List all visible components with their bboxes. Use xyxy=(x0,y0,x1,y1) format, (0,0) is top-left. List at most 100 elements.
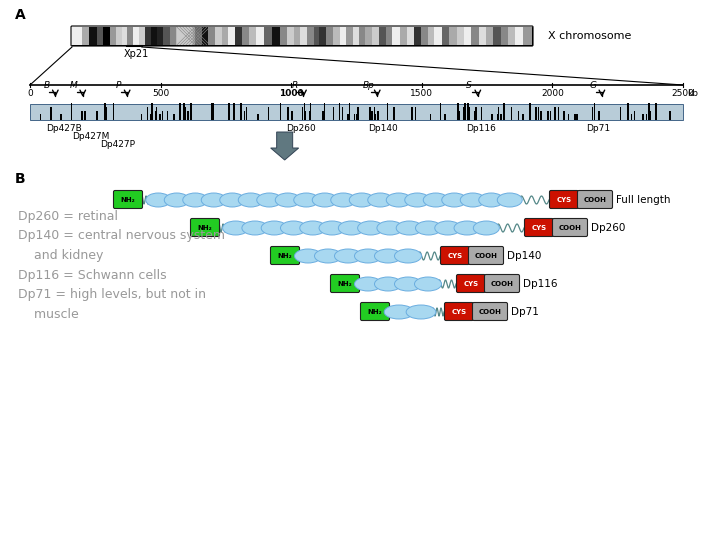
Text: NH₂: NH₂ xyxy=(338,281,352,287)
Bar xyxy=(310,103,311,120)
Text: Dp260: Dp260 xyxy=(591,223,626,233)
Bar xyxy=(182,27,189,45)
Bar xyxy=(420,27,428,45)
Ellipse shape xyxy=(435,221,461,235)
Text: NH₂: NH₂ xyxy=(121,197,135,203)
Text: NH₂: NH₂ xyxy=(278,253,292,259)
Bar xyxy=(122,27,127,45)
Bar xyxy=(558,107,559,120)
Bar xyxy=(50,107,52,120)
Bar xyxy=(500,27,508,45)
Text: Dp427M: Dp427M xyxy=(73,132,110,141)
Bar xyxy=(371,111,372,120)
Bar xyxy=(246,107,247,120)
Text: COOH: COOH xyxy=(479,309,501,315)
Bar xyxy=(280,103,282,120)
Bar xyxy=(356,114,358,120)
Bar xyxy=(346,27,353,45)
Text: COOH: COOH xyxy=(490,281,513,287)
Bar xyxy=(486,27,493,45)
Bar xyxy=(359,27,366,45)
Bar xyxy=(386,27,392,45)
Bar xyxy=(430,114,431,120)
FancyBboxPatch shape xyxy=(472,302,508,321)
Bar xyxy=(503,103,505,120)
Bar xyxy=(428,27,434,45)
Bar xyxy=(567,114,570,120)
Text: S: S xyxy=(466,81,472,90)
Ellipse shape xyxy=(406,305,436,319)
Bar xyxy=(400,27,407,45)
Bar xyxy=(649,111,651,120)
Text: B: B xyxy=(15,172,26,186)
Ellipse shape xyxy=(183,193,208,207)
Bar xyxy=(151,103,153,120)
Bar xyxy=(498,114,499,120)
Text: Dp71: Dp71 xyxy=(586,124,611,133)
FancyBboxPatch shape xyxy=(330,274,359,293)
Ellipse shape xyxy=(145,193,171,207)
Ellipse shape xyxy=(349,193,374,207)
Bar xyxy=(620,111,621,120)
Bar xyxy=(547,111,549,120)
Ellipse shape xyxy=(261,221,287,235)
Ellipse shape xyxy=(330,193,356,207)
FancyBboxPatch shape xyxy=(191,219,220,237)
Bar xyxy=(272,27,280,45)
Bar xyxy=(159,114,161,120)
Bar xyxy=(71,103,72,120)
Bar xyxy=(240,103,242,120)
Bar xyxy=(228,103,230,120)
Bar xyxy=(243,111,245,120)
Bar xyxy=(187,111,189,120)
Bar xyxy=(379,27,386,45)
Bar xyxy=(96,111,98,120)
Bar xyxy=(547,114,549,120)
Text: CYS: CYS xyxy=(464,281,479,287)
Ellipse shape xyxy=(319,221,345,235)
Text: Dp71: Dp71 xyxy=(511,307,539,317)
Ellipse shape xyxy=(354,277,382,291)
Bar xyxy=(576,114,577,120)
Bar xyxy=(183,103,184,120)
Ellipse shape xyxy=(460,193,485,207)
Bar xyxy=(212,103,213,120)
Ellipse shape xyxy=(281,221,307,235)
Bar xyxy=(372,27,379,45)
Bar xyxy=(349,103,351,120)
Text: Dp140: Dp140 xyxy=(507,251,541,261)
Ellipse shape xyxy=(479,193,504,207)
Ellipse shape xyxy=(423,193,449,207)
Bar xyxy=(459,111,460,120)
Bar xyxy=(323,103,325,120)
Ellipse shape xyxy=(294,193,319,207)
Ellipse shape xyxy=(257,193,282,207)
Ellipse shape xyxy=(164,193,189,207)
Bar xyxy=(323,111,324,120)
Bar xyxy=(374,114,376,120)
Bar xyxy=(313,27,320,45)
Text: R: R xyxy=(292,81,297,90)
Bar xyxy=(347,114,349,120)
Ellipse shape xyxy=(405,193,430,207)
Ellipse shape xyxy=(395,277,421,291)
FancyBboxPatch shape xyxy=(271,246,300,265)
FancyBboxPatch shape xyxy=(549,191,578,208)
Bar xyxy=(529,103,531,120)
Bar xyxy=(467,103,469,120)
Bar xyxy=(195,27,202,45)
FancyBboxPatch shape xyxy=(577,191,613,208)
Bar xyxy=(655,103,657,120)
Bar xyxy=(147,107,148,120)
Text: NH₂: NH₂ xyxy=(368,309,382,315)
Bar xyxy=(177,27,194,45)
Text: 1500: 1500 xyxy=(410,89,433,98)
Bar xyxy=(309,111,311,120)
Ellipse shape xyxy=(473,221,500,235)
Ellipse shape xyxy=(222,221,248,235)
Bar xyxy=(104,103,106,120)
Bar xyxy=(213,114,215,120)
Bar xyxy=(60,114,62,120)
FancyBboxPatch shape xyxy=(552,219,588,237)
Bar xyxy=(464,27,472,45)
